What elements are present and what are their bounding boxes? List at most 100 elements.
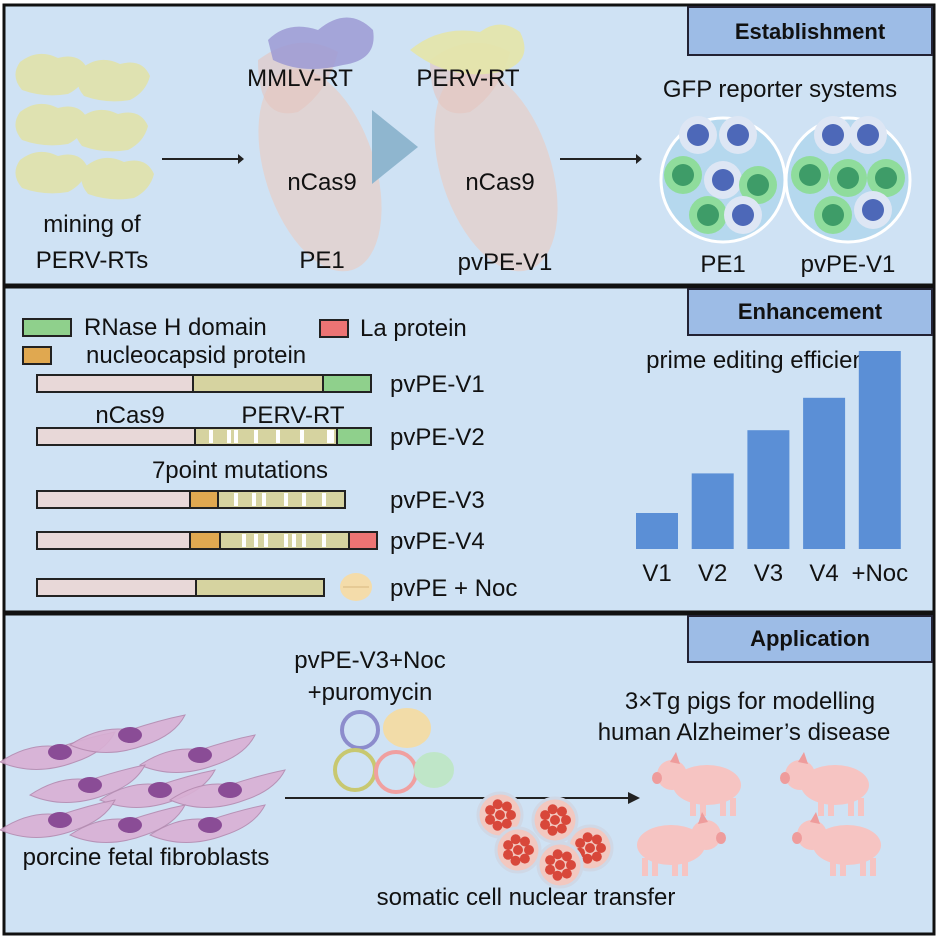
pig xyxy=(780,752,869,816)
application-title: Application xyxy=(750,626,870,651)
perv-rt-domain-label: PERV-RT xyxy=(241,402,344,429)
establishment-header: Establishment xyxy=(687,6,933,56)
construct-domain xyxy=(348,531,378,550)
construct-domain xyxy=(322,374,372,393)
point-mutation-mark xyxy=(242,534,246,547)
ncas9-label-2: nCas9 xyxy=(465,169,534,196)
construct-domain xyxy=(36,374,194,393)
construct-domain xyxy=(195,578,325,597)
mmlv-rt-label: MMLV-RT xyxy=(247,65,353,92)
pig xyxy=(637,812,726,876)
point-mutation-mark xyxy=(254,430,258,443)
arrow-icon xyxy=(162,154,244,164)
enhancement-header: Enhancement xyxy=(687,288,933,336)
embryo xyxy=(531,796,579,844)
legend-rnaseh-label: RNase H domain xyxy=(84,314,267,341)
bar-plus-noc xyxy=(858,351,901,549)
point-mutation-mark xyxy=(322,534,326,547)
bar-v3 xyxy=(747,430,790,549)
point-mutation-mark xyxy=(330,430,334,443)
pigs-label-2: human Alzheimer’s disease xyxy=(598,719,891,746)
pigs-icon xyxy=(637,752,881,876)
establishment-title: Establishment xyxy=(735,19,886,44)
construct-domain xyxy=(36,490,191,509)
point-mutation-mark xyxy=(234,493,238,506)
point-mutation-mark xyxy=(284,534,288,547)
embryo xyxy=(536,841,584,889)
fibroblasts-label: porcine fetal fibroblasts xyxy=(23,844,270,871)
point-mutation-mark xyxy=(276,430,280,443)
fibroblast-cells-icon xyxy=(0,714,286,843)
x-tick-label: V4 xyxy=(809,560,838,587)
construct-row: pvPE-V2 xyxy=(36,424,485,451)
dish-pvpe-v1-label: pvPE-V1 xyxy=(801,251,896,278)
pvpe-v1-label: pvPE-V1 xyxy=(458,249,553,276)
ncas9-domain-label: nCas9 xyxy=(95,402,164,429)
mutations-label: 7point mutations xyxy=(152,457,328,484)
x-tick-label: V3 xyxy=(754,560,783,587)
embryos-icon xyxy=(476,791,614,889)
construct-label: pvPE-V1 xyxy=(390,371,485,398)
gfp-title: GFP reporter systems xyxy=(663,76,897,103)
legend-la-swatch xyxy=(319,319,349,338)
x-tick-label: +Noc xyxy=(851,560,908,587)
legend-rnaseh-swatch xyxy=(22,318,72,337)
enhancement-title: Enhancement xyxy=(738,299,883,324)
arrow-icon xyxy=(560,154,642,164)
application-panel xyxy=(2,612,936,936)
legend-la-label: La protein xyxy=(360,315,467,342)
point-mutation-mark xyxy=(254,534,258,547)
dish-pe1-label: PE1 xyxy=(700,251,745,278)
point-mutation-mark xyxy=(234,430,238,443)
embryo xyxy=(476,791,524,839)
construct-domain xyxy=(36,427,196,446)
construct-row: pvPE-V4 xyxy=(36,528,485,555)
puromycin-label: +puromycin xyxy=(308,679,433,706)
point-mutation-mark xyxy=(284,493,288,506)
construct-row: pvPE-V1 xyxy=(36,371,485,398)
pigs-label: 3×Tg pigs for modelling xyxy=(625,688,875,715)
legend-nucleocapsid-swatch xyxy=(22,346,52,365)
chart-title: prime editing efficiency xyxy=(646,347,890,374)
point-mutation-mark xyxy=(327,430,331,443)
nocodazole-pill-icon xyxy=(340,573,372,601)
ncas9-label: nCas9 xyxy=(287,169,356,196)
point-mutation-mark xyxy=(322,493,326,506)
pvpe-v1-protein-icon xyxy=(410,24,558,272)
construct-row: pvPE + Noc xyxy=(36,575,517,602)
point-mutation-mark xyxy=(262,493,266,506)
point-mutation-mark xyxy=(227,430,231,443)
arrow-icon xyxy=(285,792,640,804)
construct-domain xyxy=(189,490,219,509)
pe1-protein-icon xyxy=(258,17,382,272)
construct-label: pvPE-V2 xyxy=(390,424,485,451)
bar-v4 xyxy=(803,397,846,549)
construct-domain xyxy=(194,427,338,446)
dish-pvpe-v1-icon xyxy=(784,116,912,244)
construct-domain xyxy=(36,578,197,597)
construct-label: pvPE-V4 xyxy=(390,528,485,555)
point-mutation-mark xyxy=(292,534,296,547)
perv-rt-proteins-icon xyxy=(15,53,154,200)
mining-label-2: PERV-RTs xyxy=(36,247,149,274)
construct-domain xyxy=(192,374,324,393)
perv-rt-label: PERV-RT xyxy=(416,65,519,92)
pig xyxy=(792,812,881,876)
point-mutation-mark xyxy=(302,534,306,547)
plasmids-and-pills-icon xyxy=(333,708,454,794)
reagents-label: pvPE-V3+Noc xyxy=(294,647,445,674)
construct-domain xyxy=(36,531,191,550)
triangle-arrow-icon xyxy=(372,110,418,184)
point-mutation-mark xyxy=(300,430,304,443)
mining-label: mining of xyxy=(43,211,141,238)
x-tick-label: V1 xyxy=(642,560,671,587)
point-mutation-mark xyxy=(209,430,213,443)
application-header: Application xyxy=(687,615,933,663)
pe1-label: PE1 xyxy=(299,247,344,274)
efficiency-bar-chart: V1 V2 V3 V4 +Noc xyxy=(636,351,908,587)
scnt-label: somatic cell nuclear transfer xyxy=(377,884,676,911)
point-mutation-mark xyxy=(264,534,268,547)
x-tick-label: V2 xyxy=(698,560,727,587)
embryo xyxy=(494,826,542,874)
